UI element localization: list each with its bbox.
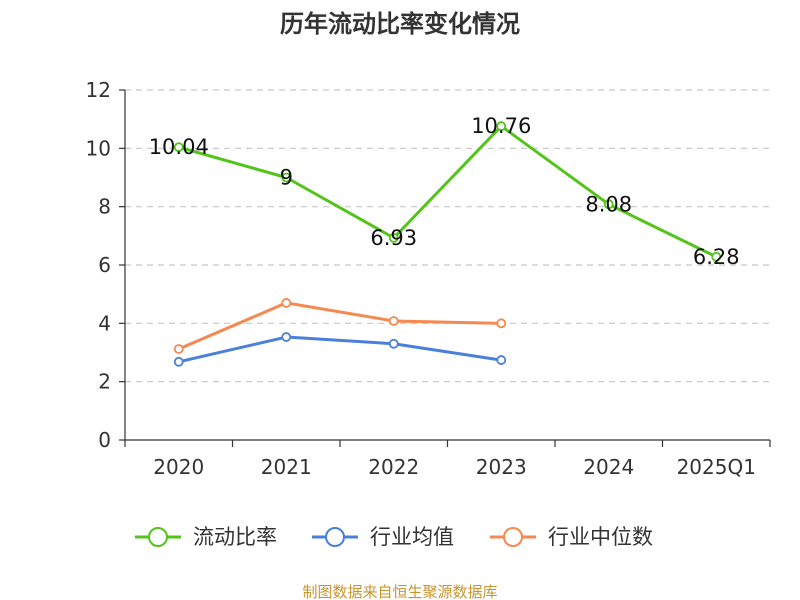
data-point[interactable] <box>388 316 399 326</box>
legend-label: 流动比率 <box>193 525 277 549</box>
data-point[interactable] <box>173 356 184 367</box>
x-tick-label: 2023 <box>476 455 527 479</box>
data-point[interactable] <box>388 232 399 243</box>
y-tick-label: 0 <box>98 428 111 452</box>
legend-label: 行业中位数 <box>548 525 653 549</box>
data-point[interactable] <box>281 332 292 342</box>
legend-item[interactable]: 流动比率 <box>135 525 277 549</box>
legend-item[interactable]: 行业中位数 <box>490 525 653 549</box>
legend[interactable]: 流动比率 行业均值 行业中位数 <box>135 525 653 549</box>
source-note: 制图数据来自恒生聚源数据库 <box>302 583 497 600</box>
y-tick-label: 2 <box>98 370 111 394</box>
legend-item[interactable]: 行业均值 <box>312 525 454 549</box>
data-point[interactable] <box>281 298 292 308</box>
y-tick-label: 10 <box>86 136 111 160</box>
data-label: 9 <box>280 166 293 190</box>
series-line <box>178 124 717 259</box>
y-tick-label: 4 <box>98 311 111 335</box>
y-tick-label: 6 <box>98 253 111 277</box>
series-line <box>178 301 502 351</box>
data-point[interactable] <box>281 172 292 183</box>
y-tick-label: 12 <box>86 78 111 102</box>
data-label: 10.76 <box>471 114 531 138</box>
data-point[interactable] <box>711 251 722 262</box>
data-label: 6.93 <box>370 226 417 250</box>
axes: 0 2 4 6 8 10 12 2020 2021 2022 2023 2024 2025Q1 <box>86 78 771 479</box>
series-line <box>178 335 502 364</box>
data-point[interactable] <box>388 338 399 349</box>
x-tick-label: 2022 <box>368 455 419 479</box>
data-label: 10.04 <box>149 135 209 159</box>
x-tick-label: 2021 <box>261 455 312 479</box>
data-labels: 10.04 9 6.93 10.76 8.08 6.28 <box>149 114 740 269</box>
data-label: 6.28 <box>693 245 740 269</box>
x-tick-label: 2025Q1 <box>677 455 756 479</box>
data-point[interactable] <box>173 344 184 354</box>
legend-marker <box>503 527 523 547</box>
legend-label: 行业均值 <box>370 525 454 549</box>
y-tick-label: 8 <box>98 195 111 219</box>
series-layer <box>173 121 722 367</box>
data-point[interactable] <box>603 199 614 210</box>
x-tick-label: 2024 <box>583 455 634 479</box>
legend-marker <box>148 527 168 547</box>
legend-marker <box>325 527 345 547</box>
data-point[interactable] <box>496 121 507 132</box>
data-point[interactable] <box>173 142 184 153</box>
data-point[interactable] <box>496 318 507 329</box>
data-point[interactable] <box>496 355 507 365</box>
chart-title: 历年流动比率变化情况 <box>280 10 520 38</box>
data-label: 8.08 <box>585 192 632 216</box>
x-tick-label: 2020 <box>153 455 204 479</box>
